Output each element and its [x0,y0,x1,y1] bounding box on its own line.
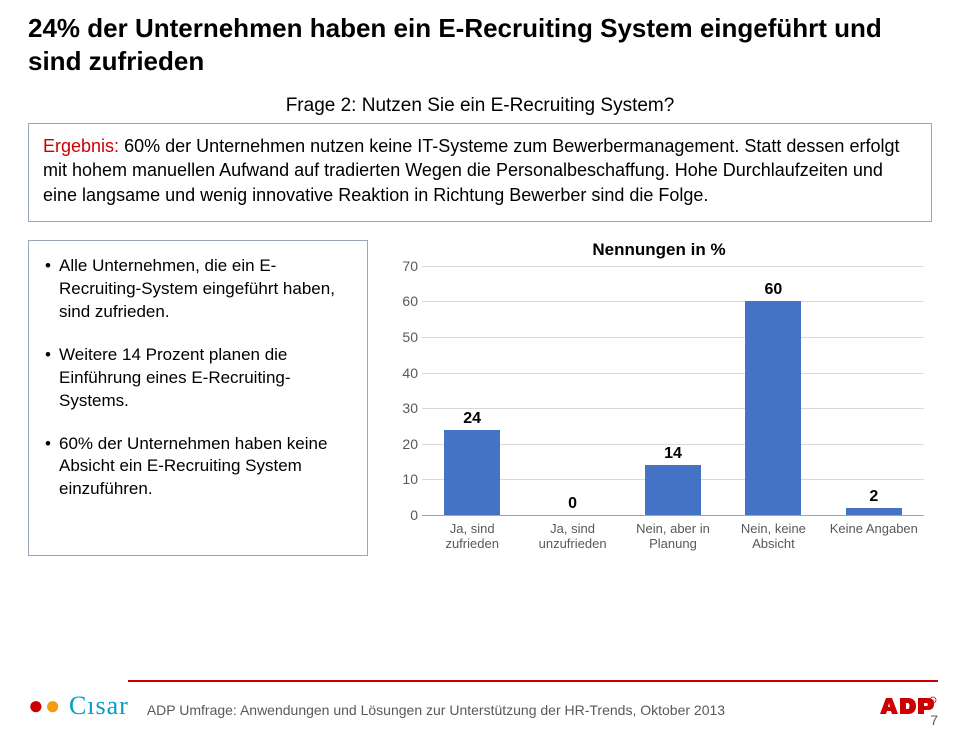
logo-dot-icon: ● [28,691,45,720]
chart-y-tick: 30 [392,400,418,416]
bullet-box: Alle Unternehmen, die ein E-Recruiting-S… [28,240,368,556]
chart-bar: 60 [745,301,801,514]
chart-bar: 2 [846,508,902,515]
chart-bar-value: 14 [645,445,701,465]
page-number: 7 [930,712,938,728]
chart-bar-group: 24Ja, sind zufrieden [422,266,522,515]
chart-x-label: Nein, aber in Planung [623,515,723,552]
cisar-logo: ●● Cısar [28,691,129,721]
chart-y-tick: 40 [392,365,418,381]
chart-container: Nennungen in % 01020304050607024Ja, sind… [386,240,932,556]
result-box: Ergebnis: 60% der Unternehmen nutzen kei… [28,123,932,222]
svg-text:R: R [932,698,935,703]
adp-logo: R [878,692,938,727]
chart-x-label: Ja, sind unzufrieden [522,515,622,552]
result-text: 60% der Unternehmen nutzen keine IT-Syst… [43,136,899,205]
question-label: Frage 2: Nutzen Sie ein E-Recruiting Sys… [0,95,960,117]
chart-bar-value: 2 [846,488,902,508]
chart-bar: 14 [645,465,701,515]
footer: ●● Cısar ADP Umfrage: Anwendungen und Lö… [0,680,960,732]
footer-source: ADP Umfrage: Anwendungen und Lösungen zu… [147,702,878,718]
bar-chart: 01020304050607024Ja, sind zufrieden0Ja, … [386,266,932,556]
slide-title: 24% der Unternehmen haben ein E-Recruiti… [0,0,960,77]
chart-y-tick: 0 [392,507,418,523]
cisar-logo-text: Cısar [69,691,129,720]
chart-bar-group: 60Nein, keine Absicht [723,266,823,515]
footer-divider [128,680,938,682]
bullet-item: Alle Unternehmen, die ein E-Recruiting-S… [45,255,351,324]
chart-y-tick: 20 [392,436,418,452]
content-row: Alle Unternehmen, die ein E-Recruiting-S… [28,240,932,556]
chart-y-tick: 70 [392,258,418,274]
bullet-item: Weitere 14 Prozent planen die Einführung… [45,344,351,413]
chart-bar: 24 [444,430,500,515]
chart-bar-value: 24 [444,410,500,430]
result-label: Ergebnis: [43,136,119,156]
logo-dot-icon: ● [45,691,62,720]
chart-bar-group: 14Nein, aber in Planung [623,266,723,515]
chart-y-tick: 50 [392,329,418,345]
chart-y-tick: 10 [392,471,418,487]
chart-bar-value: 60 [745,281,801,301]
bullet-item: 60% der Unternehmen haben keine Absicht … [45,433,351,502]
chart-x-label: Ja, sind zufrieden [422,515,522,552]
chart-x-label: Keine Angaben [824,515,924,537]
chart-y-tick: 60 [392,293,418,309]
chart-x-label: Nein, keine Absicht [723,515,823,552]
chart-bar-value: 0 [544,495,600,515]
chart-bar-group: 2Keine Angaben [824,266,924,515]
chart-title: Nennungen in % [386,240,932,260]
chart-bar-group: 0Ja, sind unzufrieden [522,266,622,515]
